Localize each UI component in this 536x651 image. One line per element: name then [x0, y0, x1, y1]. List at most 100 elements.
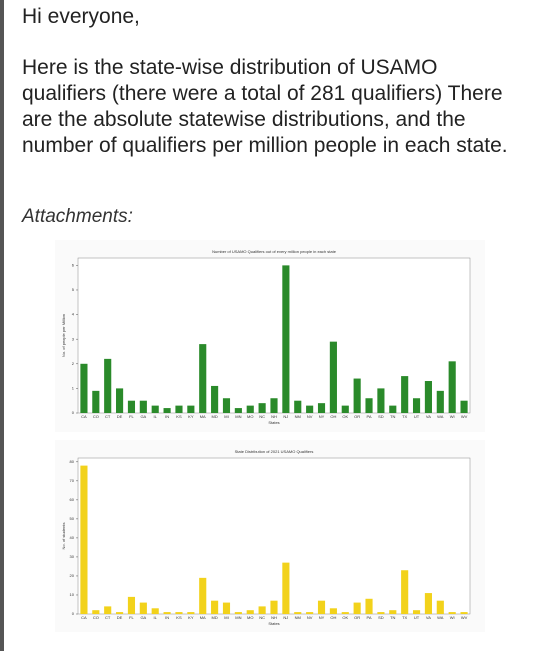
- bar: [80, 465, 88, 614]
- bar: [377, 612, 385, 614]
- y-tick-label: 2: [72, 361, 75, 366]
- bar: [139, 400, 147, 413]
- bar: [246, 610, 254, 614]
- bar: [151, 405, 159, 413]
- bar: [282, 562, 290, 614]
- x-axis-label: States: [268, 420, 279, 425]
- bar: [389, 610, 397, 614]
- bar: [317, 600, 326, 614]
- x-tick-label: CO: [93, 414, 99, 419]
- x-tick-label: OR: [354, 615, 360, 620]
- x-tick-label: FL: [129, 615, 134, 620]
- y-tick-label: 60: [70, 497, 75, 502]
- bar: [460, 400, 468, 413]
- plot-area: [77, 457, 471, 615]
- x-tick-label: WA: [437, 414, 444, 419]
- x-tick-label: WA: [437, 615, 444, 620]
- post-body: Here is the state-wise distribution of U…: [22, 56, 508, 157]
- chart-title: Number of USAMO Qualifiers out of every …: [212, 249, 337, 254]
- x-tick-label: UT: [414, 615, 420, 620]
- x-tick-label: TX: [402, 615, 407, 620]
- y-tick-label: 50: [70, 516, 75, 521]
- x-tick-label: OR: [354, 414, 360, 419]
- x-tick-label: GA: [140, 615, 146, 620]
- x-tick-label: SD: [378, 615, 384, 620]
- bar: [424, 381, 432, 413]
- x-tick-label: MN: [235, 615, 241, 620]
- x-tick-label: NC: [259, 615, 265, 620]
- x-tick-label: MI: [224, 615, 228, 620]
- bar: [436, 390, 444, 413]
- bar: [412, 398, 421, 413]
- x-tick-label: IL: [154, 414, 158, 419]
- x-tick-label: CO: [93, 615, 99, 620]
- bar: [365, 598, 373, 614]
- bar: [365, 398, 373, 413]
- bar: [246, 405, 254, 413]
- x-tick-label: IN: [165, 414, 169, 419]
- bar: [389, 405, 397, 413]
- x-tick-label: NC: [259, 414, 265, 419]
- bar: [116, 612, 124, 614]
- bar: [460, 612, 468, 614]
- bar: [412, 610, 421, 614]
- y-tick-label: 6: [72, 262, 75, 267]
- x-tick-label: TX: [402, 414, 407, 419]
- attachments-label: Attachments:: [22, 206, 133, 227]
- y-tick-label: 80: [70, 459, 75, 464]
- bar: [353, 378, 361, 413]
- x-tick-label: CA: [81, 615, 87, 620]
- bar: [222, 398, 231, 413]
- bar: [306, 405, 314, 413]
- bar: [329, 341, 337, 413]
- bar: [294, 400, 302, 413]
- y-tick-label: 20: [70, 573, 75, 578]
- x-tick-label: MO: [247, 414, 253, 419]
- x-tick-label: KS: [176, 615, 182, 620]
- bar: [175, 612, 183, 614]
- y-tick-label: 0: [72, 410, 75, 415]
- x-tick-label: MA: [200, 414, 206, 419]
- bar: [317, 403, 326, 413]
- x-tick-label: DE: [117, 615, 123, 620]
- x-tick-label: WI: [450, 615, 455, 620]
- x-tick-label: NH: [271, 414, 277, 419]
- x-tick-label: WV: [461, 414, 468, 419]
- bar: [282, 265, 290, 413]
- bar: [306, 612, 314, 614]
- y-tick-label: 40: [70, 535, 75, 540]
- bar: [448, 361, 456, 413]
- bar: [104, 606, 112, 614]
- x-tick-label: TN: [390, 615, 395, 620]
- x-tick-label: IL: [154, 615, 158, 620]
- bar: [151, 608, 159, 614]
- bar: [80, 363, 88, 413]
- bar: [127, 400, 136, 413]
- y-axis-label: No. of students: [61, 523, 66, 550]
- bar: [258, 403, 266, 413]
- x-tick-label: OH: [330, 615, 336, 620]
- bar: [127, 596, 136, 614]
- x-tick-label: FL: [129, 414, 134, 419]
- x-tick-label: NV: [307, 414, 313, 419]
- x-tick-label: NY: [319, 615, 325, 620]
- bar: [175, 405, 183, 413]
- x-tick-label: PA: [367, 414, 372, 419]
- x-tick-label: PA: [367, 615, 372, 620]
- bar: [341, 405, 349, 413]
- bar: [258, 606, 266, 614]
- y-tick-label: 1: [72, 385, 75, 390]
- bar: [377, 388, 385, 413]
- border: [0, 0, 4, 651]
- bar: [199, 577, 207, 614]
- x-tick-label: KY: [188, 615, 194, 620]
- bar: [448, 612, 456, 614]
- bar: [104, 358, 112, 413]
- x-tick-label: OH: [330, 414, 336, 419]
- x-tick-label: VA: [426, 414, 431, 419]
- bar: [187, 405, 195, 413]
- bar: [329, 608, 337, 614]
- x-tick-label: DE: [117, 414, 123, 419]
- x-tick-label: MO: [247, 615, 253, 620]
